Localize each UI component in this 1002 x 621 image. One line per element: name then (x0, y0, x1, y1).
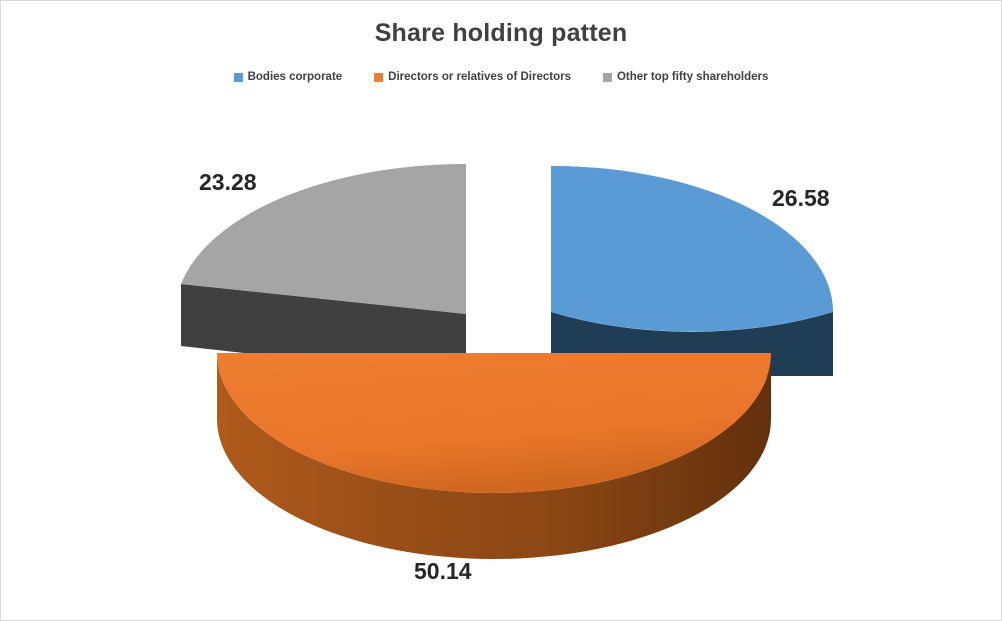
chart-title: Share holding patten (374, 19, 628, 47)
legend-item-label: Bodies corporate (247, 71, 343, 83)
data-label-other-top-fifty: 23.28 (199, 169, 257, 195)
pie-slice-top-fill (551, 166, 833, 312)
legend-item-label: Other top fifty shareholders (616, 71, 769, 83)
legend-item-bodies-corporate[interactable]: Bodies corporate (233, 71, 343, 83)
pie-slice-side (217, 353, 771, 559)
legend-item-directors-or-relatives[interactable]: Directors or relatives of Directors (374, 71, 571, 83)
legend-item-label: Directors or relatives of Directors (388, 71, 571, 83)
pie-slice-top (181, 163, 466, 314)
legend-swatch-icon (233, 72, 243, 82)
legend-item-other-top-fifty[interactable]: Other top fifty shareholders (602, 71, 769, 83)
pie-slice-top (217, 353, 771, 493)
pie-slice-other-top-fifty[interactable] (181, 163, 466, 378)
pie-slice-directors-or-relatives[interactable] (217, 353, 771, 559)
data-label-bodies-corporate: 26.58 (772, 185, 830, 211)
data-label-directors-or-relatives: 50.14 (414, 558, 472, 584)
legend-swatch-icon (602, 72, 612, 82)
chart-legend: Bodies corporate Directors or relatives … (1, 71, 1001, 83)
legend-swatch-icon (374, 72, 384, 82)
